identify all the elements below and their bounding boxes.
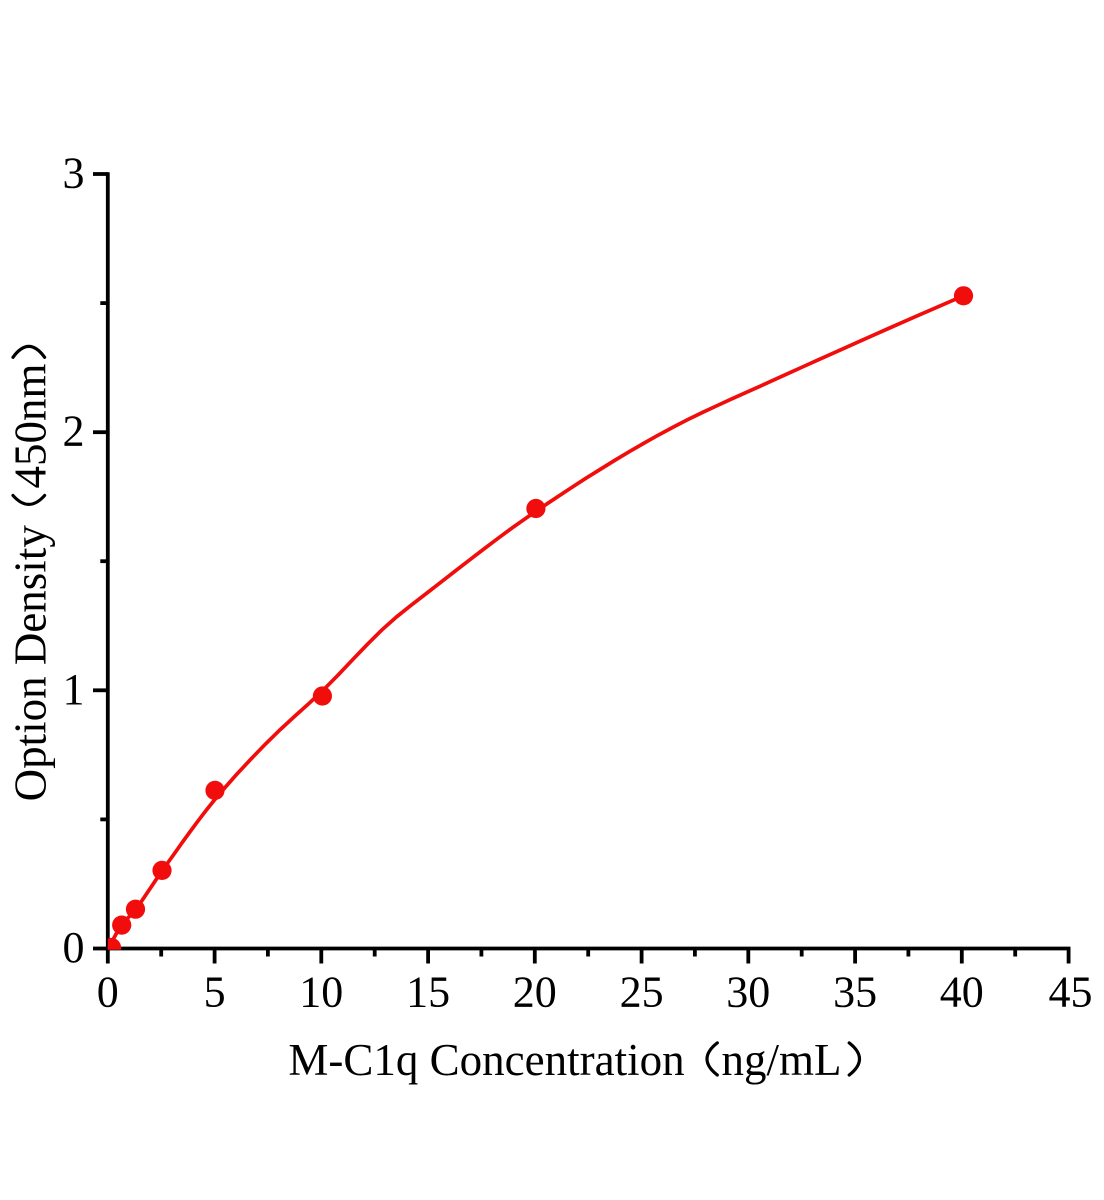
svg-text:30: 30 xyxy=(726,968,770,1017)
svg-text:45: 45 xyxy=(1049,968,1093,1017)
svg-text:450nm: 450nm xyxy=(6,363,56,488)
svg-text:10: 10 xyxy=(299,968,343,1017)
svg-text:0: 0 xyxy=(63,923,85,972)
svg-text:20: 20 xyxy=(513,968,557,1017)
svg-text:ng/mL: ng/mL xyxy=(722,1035,842,1085)
svg-text:3: 3 xyxy=(63,149,85,198)
svg-text:35: 35 xyxy=(833,968,877,1017)
svg-text:Option Density: Option Density xyxy=(6,525,56,802)
svg-text:40: 40 xyxy=(940,968,984,1017)
svg-text:15: 15 xyxy=(406,968,450,1017)
svg-text:2: 2 xyxy=(63,407,85,456)
svg-text:M-C1q Concentration: M-C1q Concentration xyxy=(288,1035,684,1085)
svg-text:0: 0 xyxy=(97,968,119,1017)
svg-text:1: 1 xyxy=(63,665,85,714)
svg-text:5: 5 xyxy=(204,968,226,1017)
svg-text:25: 25 xyxy=(620,968,664,1017)
